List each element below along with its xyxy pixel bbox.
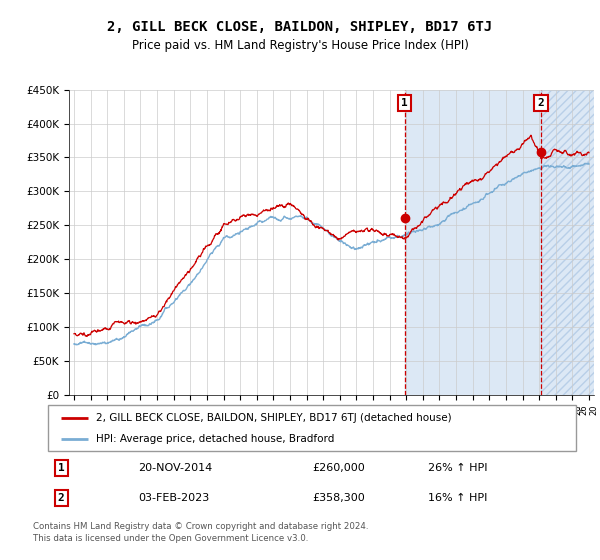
- Text: 16% ↑ HPI: 16% ↑ HPI: [428, 493, 488, 503]
- Text: Contains HM Land Registry data © Crown copyright and database right 2024.
This d: Contains HM Land Registry data © Crown c…: [33, 522, 368, 543]
- Text: 2: 2: [538, 98, 544, 108]
- Text: 1: 1: [58, 463, 65, 473]
- Text: 20-NOV-2014: 20-NOV-2014: [138, 463, 212, 473]
- Text: 2: 2: [58, 493, 65, 503]
- Text: Price paid vs. HM Land Registry's House Price Index (HPI): Price paid vs. HM Land Registry's House …: [131, 39, 469, 52]
- Text: 1: 1: [401, 98, 408, 108]
- Text: £260,000: £260,000: [312, 463, 365, 473]
- Bar: [404, 90, 600, 395]
- Text: 03-FEB-2023: 03-FEB-2023: [138, 493, 209, 503]
- Text: 26% ↑ HPI: 26% ↑ HPI: [428, 463, 488, 473]
- Text: 2, GILL BECK CLOSE, BAILDON, SHIPLEY, BD17 6TJ (detached house): 2, GILL BECK CLOSE, BAILDON, SHIPLEY, BD…: [95, 413, 451, 423]
- Text: £358,300: £358,300: [312, 493, 365, 503]
- Text: HPI: Average price, detached house, Bradford: HPI: Average price, detached house, Brad…: [95, 435, 334, 444]
- Text: 2, GILL BECK CLOSE, BAILDON, SHIPLEY, BD17 6TJ: 2, GILL BECK CLOSE, BAILDON, SHIPLEY, BD…: [107, 20, 493, 34]
- FancyBboxPatch shape: [48, 405, 576, 451]
- Bar: [541, 90, 600, 395]
